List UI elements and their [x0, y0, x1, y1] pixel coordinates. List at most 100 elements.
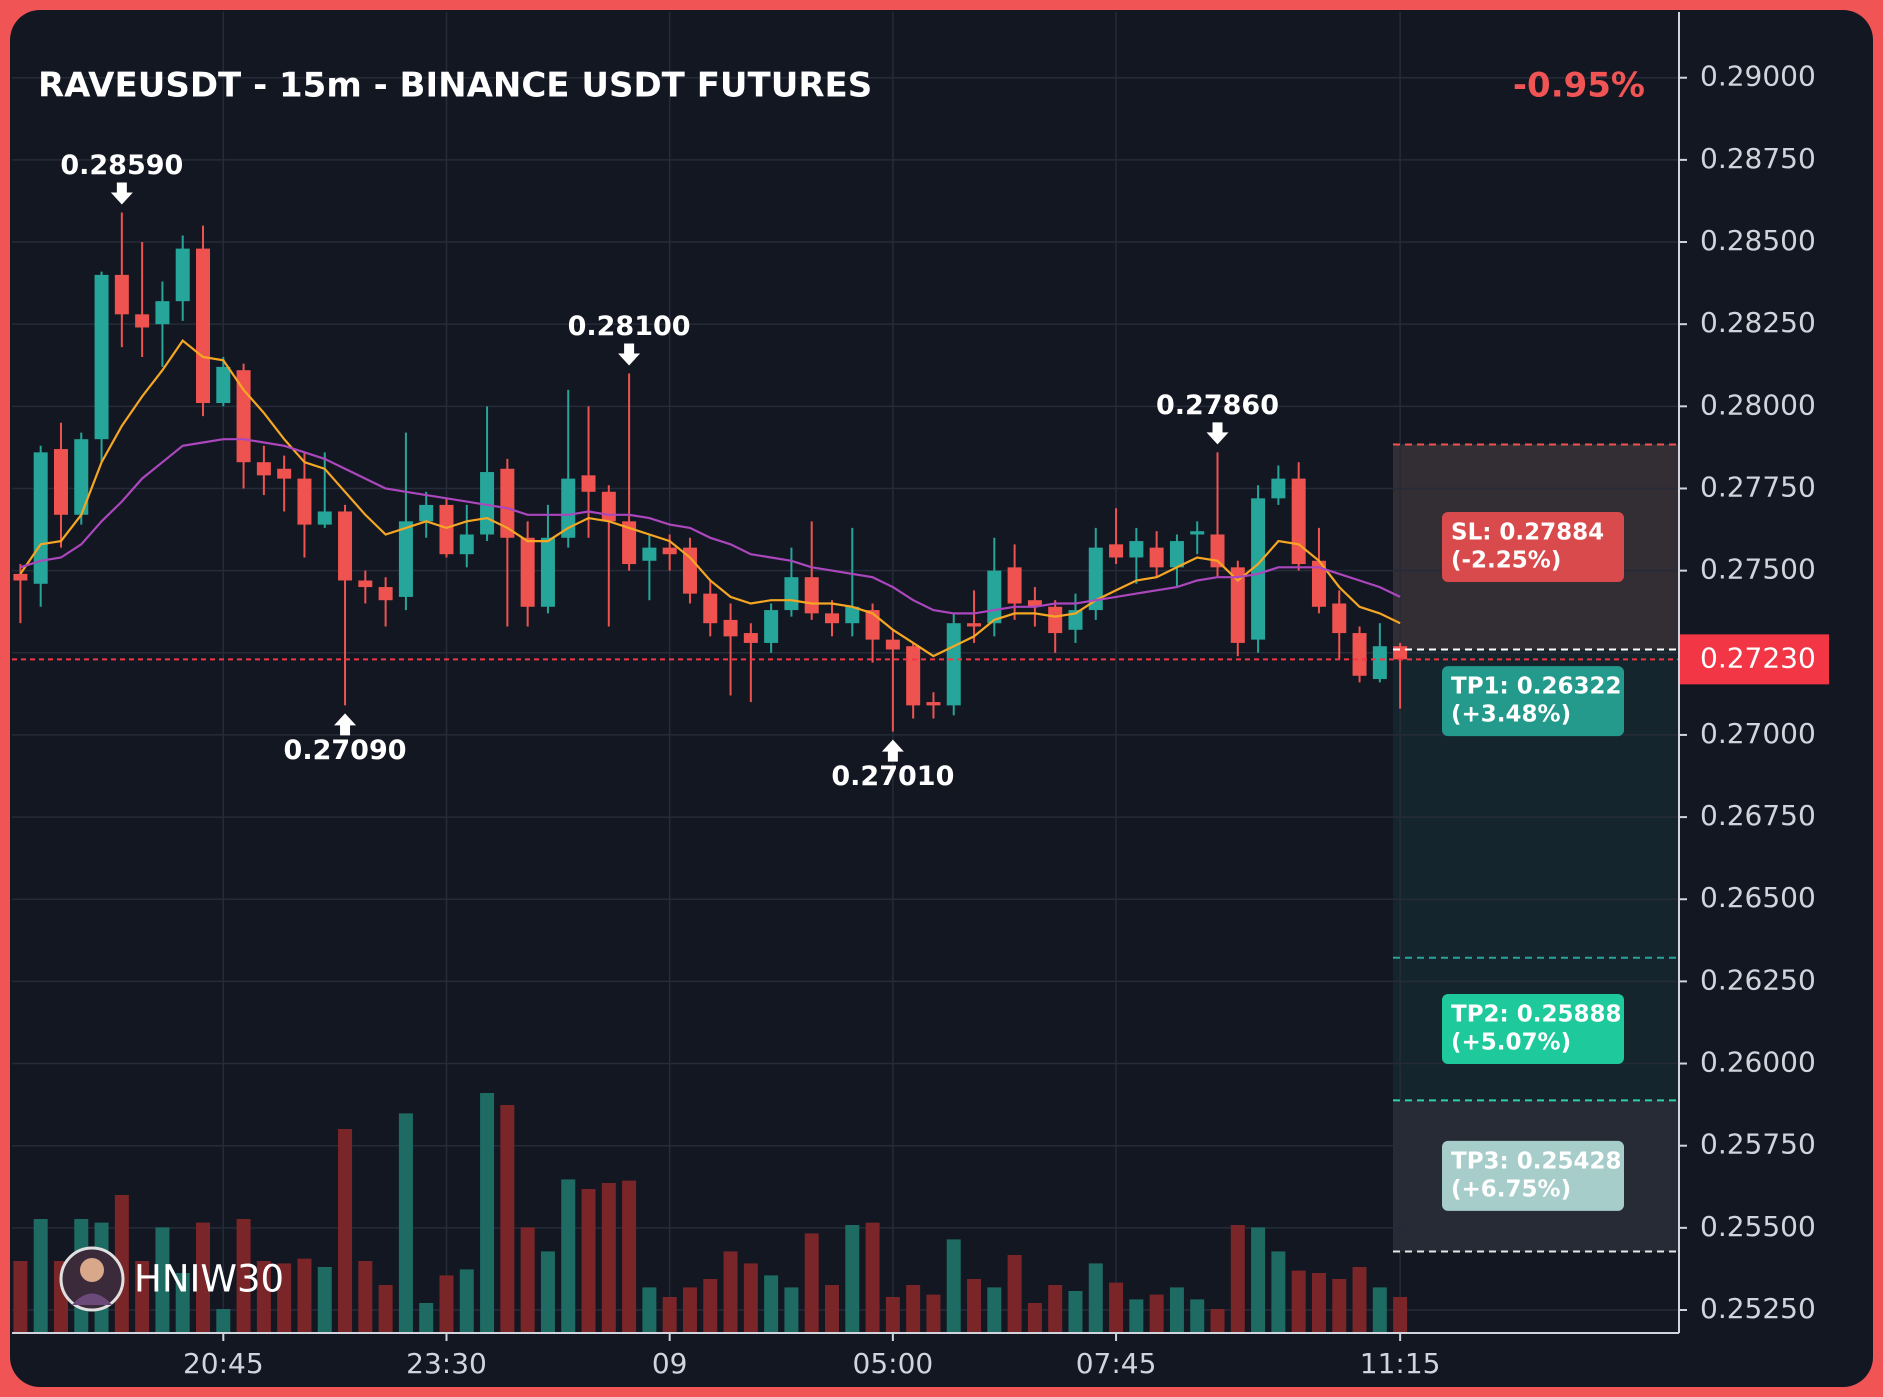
price-change: -0.95%: [1513, 66, 1645, 106]
y-tick-label: 0.26750: [1700, 799, 1816, 832]
y-tick-label: 0.28750: [1700, 142, 1816, 175]
last-price-box: [1679, 634, 1829, 685]
volume-bar: [1109, 1282, 1124, 1333]
volume-bar: [1311, 1273, 1326, 1333]
volume-bar: [1251, 1227, 1266, 1333]
candle-body: [1352, 633, 1367, 676]
candle-body: [1129, 541, 1144, 558]
candle-body: [601, 491, 616, 522]
candle-body: [216, 366, 231, 404]
level-change: (+3.48%): [1451, 702, 1571, 728]
volume-bar: [196, 1222, 211, 1333]
volume-bar: [601, 1183, 616, 1333]
volume-bar: [703, 1279, 718, 1333]
volume-bar: [13, 1261, 28, 1333]
candle-body: [561, 478, 576, 538]
candle-body: [439, 504, 454, 555]
volume-bar: [1291, 1270, 1306, 1333]
volume-bar: [1068, 1291, 1083, 1333]
y-tick-label: 0.27750: [1700, 470, 1816, 503]
volume-bar: [561, 1179, 576, 1333]
volume-bar: [642, 1287, 657, 1333]
x-tick-label: 20:45: [183, 1347, 264, 1380]
candle-body: [1048, 606, 1063, 634]
last-price-label: 0.27230: [1700, 641, 1816, 674]
candle-body: [723, 619, 738, 637]
level-label: TP1: 0.26322: [1451, 674, 1622, 700]
candle-body: [622, 521, 637, 565]
candle-body: [885, 639, 900, 650]
candle-body: [967, 623, 982, 627]
candle-body: [703, 593, 718, 624]
volume-bar: [155, 1227, 170, 1333]
y-tick-label: 0.28500: [1700, 224, 1816, 257]
volume-bar: [135, 1261, 150, 1333]
volume-bar: [1332, 1279, 1347, 1333]
y-tick-label: 0.26500: [1700, 881, 1816, 914]
volume-bar: [784, 1287, 799, 1333]
level-label-box: [1442, 1140, 1624, 1211]
y-tick-label: 0.25750: [1700, 1128, 1816, 1161]
level-label-box: [1442, 666, 1624, 737]
y-tick-label: 0.25500: [1700, 1210, 1816, 1243]
candle-body: [1311, 560, 1326, 607]
volume-bar: [1393, 1297, 1408, 1333]
chart-panel: [10, 10, 1873, 1387]
level-label: TP2: 0.25888: [1451, 1002, 1622, 1028]
volume-bar: [175, 1273, 190, 1333]
volume-bar: [743, 1263, 758, 1333]
y-tick-label: 0.26250: [1700, 963, 1816, 996]
candle-body: [946, 623, 961, 706]
candle-body: [1291, 478, 1306, 565]
candle-body: [135, 314, 150, 328]
candle-body: [906, 646, 921, 706]
y-tick-label: 0.29000: [1700, 60, 1816, 93]
y-tick-label: 0.28250: [1700, 306, 1816, 339]
level-label-box: [1442, 511, 1624, 582]
candle-body: [825, 613, 839, 624]
candle-body: [1230, 567, 1245, 643]
volume-bar: [1352, 1267, 1367, 1333]
candle-body: [1007, 567, 1022, 604]
level-label: SL: 0.27884: [1451, 519, 1604, 545]
candle-body: [114, 274, 129, 315]
watermark: HNIW30: [134, 1258, 284, 1301]
x-tick-label: 05:00: [853, 1347, 934, 1380]
avatar-body: [72, 1293, 112, 1305]
volume-bar: [520, 1227, 535, 1333]
candle-body: [743, 633, 758, 643]
candle-body: [1169, 541, 1184, 568]
candle-body: [398, 521, 413, 597]
x-tick-label: 07:45: [1076, 1347, 1157, 1380]
volume-bar: [723, 1251, 738, 1333]
volume-bar: [419, 1303, 434, 1333]
annotation-label: 0.28590: [60, 150, 183, 181]
volume-bar: [845, 1225, 860, 1333]
level-change: (+6.75%): [1451, 1176, 1571, 1202]
candle-body: [74, 439, 89, 515]
volume-bar: [480, 1093, 495, 1333]
volume-bar: [622, 1180, 637, 1333]
candle-body: [1393, 646, 1408, 660]
volume-bar: [662, 1297, 677, 1333]
volume-bar: [804, 1233, 819, 1333]
volume-bar: [236, 1219, 251, 1333]
volume-bar: [1149, 1294, 1164, 1333]
volume-bar: [459, 1269, 474, 1333]
y-tick-label: 0.27000: [1700, 717, 1816, 750]
candle-body: [1210, 534, 1225, 568]
chart-title: RAVEUSDT - 15m - BINANCE USDT FUTURES: [38, 66, 872, 106]
candle-body: [175, 248, 190, 302]
candle-body: [1088, 547, 1103, 611]
volume-bar: [946, 1239, 961, 1333]
volume-bar: [216, 1309, 231, 1333]
x-tick-label: 11:15: [1360, 1347, 1441, 1380]
candle-body: [581, 475, 596, 492]
annotation-arrow: [618, 343, 641, 366]
annotation-arrow: [881, 739, 904, 762]
candle-body: [13, 573, 28, 581]
y-tick-label: 0.25250: [1700, 1292, 1816, 1325]
candle-body: [682, 547, 697, 594]
